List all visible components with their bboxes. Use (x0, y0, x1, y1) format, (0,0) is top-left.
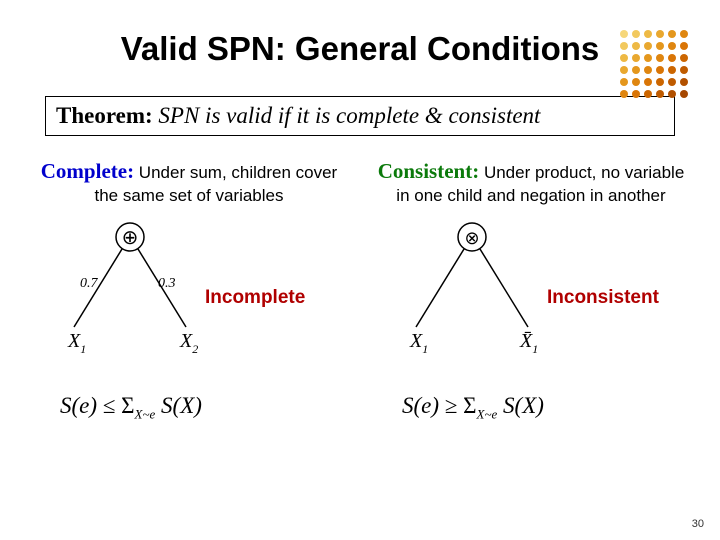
deco-dot (656, 54, 664, 62)
deco-dot (644, 78, 652, 86)
svg-text:⊕: ⊕ (122, 227, 139, 249)
deco-dot (680, 66, 688, 74)
deco-dot (632, 90, 640, 98)
incomplete-tree: ⊕ 0.7 0.3 X1 X2 Incomplete (30, 217, 348, 387)
two-columns: Complete: Under sum, children cover the … (30, 158, 690, 423)
deco-dot (632, 54, 640, 62)
deco-dot (656, 66, 664, 74)
deco-dot (680, 78, 688, 86)
deco-dot (632, 42, 640, 50)
deco-dot (680, 42, 688, 50)
svg-text:X1: X1 (409, 330, 428, 356)
svg-text:X2: X2 (179, 330, 198, 356)
deco-dot (668, 90, 676, 98)
complete-definition: Complete: Under sum, children cover the … (30, 158, 348, 207)
deco-dot (668, 42, 676, 50)
slide-number: 30 (692, 518, 704, 530)
deco-dot (680, 54, 688, 62)
svg-text:0.7: 0.7 (80, 276, 99, 291)
deco-dot (620, 66, 628, 74)
deco-dot (620, 90, 628, 98)
svg-text:⊗: ⊗ (464, 228, 479, 248)
svg-text:0.3: 0.3 (158, 276, 176, 291)
deco-dot (656, 42, 664, 50)
svg-text:X̄1: X̄1 (519, 330, 538, 356)
incomplete-label: Incomplete (205, 287, 305, 309)
deco-dot (620, 78, 628, 86)
deco-dot (668, 66, 676, 74)
deco-dot (644, 30, 652, 38)
deco-dot (656, 30, 664, 38)
deco-dot (644, 42, 652, 50)
slide-title: Valid SPN: General Conditions (0, 0, 720, 68)
deco-dot (632, 66, 640, 74)
deco-dot (632, 30, 640, 38)
inconsistent-formula: S(e) ≥ ΣX~e S(X) (372, 393, 690, 423)
deco-dot (668, 30, 676, 38)
consistent-definition: Consistent: Under product, no variable i… (372, 158, 690, 207)
deco-dot (668, 54, 676, 62)
deco-dot (644, 66, 652, 74)
inconsistent-tree: ⊗ X1 X̄1 Inconsistent (372, 217, 690, 387)
deco-dot (680, 90, 688, 98)
deco-dot (620, 30, 628, 38)
theorem-body: SPN is valid if it is complete & consist… (153, 103, 541, 128)
incomplete-formula: S(e) ≤ ΣX~e S(X) (30, 393, 348, 423)
deco-dot (620, 42, 628, 50)
theorem-box: Theorem: SPN is valid if it is complete … (45, 96, 675, 136)
right-column: Consistent: Under product, no variable i… (372, 158, 690, 423)
deco-dot (668, 78, 676, 86)
theorem-label: Theorem: (56, 103, 153, 128)
inconsistent-label: Inconsistent (547, 287, 659, 309)
left-column: Complete: Under sum, children cover the … (30, 158, 348, 423)
deco-dot (644, 54, 652, 62)
deco-dot (680, 30, 688, 38)
deco-dot (656, 90, 664, 98)
deco-dot (620, 54, 628, 62)
complete-term: Complete: (41, 159, 134, 183)
deco-dot (644, 90, 652, 98)
deco-dot (656, 78, 664, 86)
decorative-dot-grid (620, 30, 690, 100)
svg-text:X1: X1 (67, 330, 86, 356)
deco-dot (632, 78, 640, 86)
consistent-term: Consistent: (378, 159, 480, 183)
